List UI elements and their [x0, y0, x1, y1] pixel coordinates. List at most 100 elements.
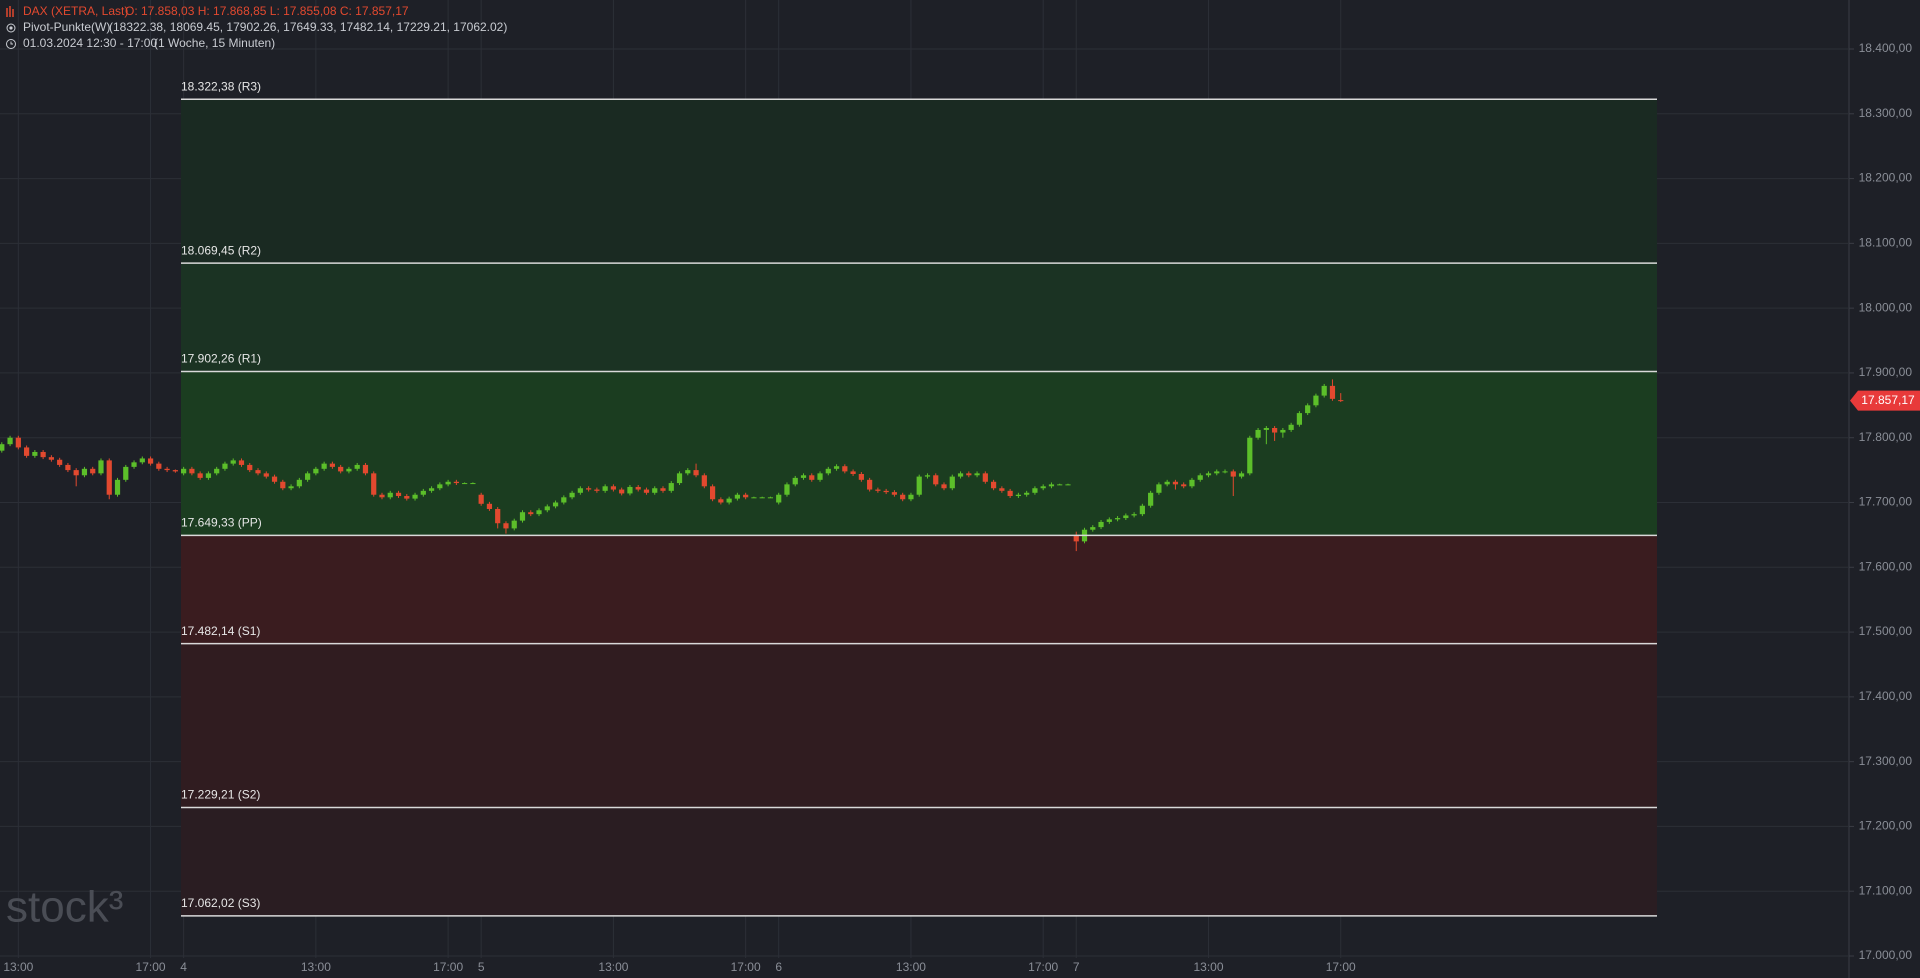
candle-body [81, 468, 88, 476]
pivot-zone [181, 643, 1657, 808]
indicator-icon [6, 23, 16, 33]
candle-body [693, 470, 699, 476]
candle-body [643, 489, 650, 493]
candle-body [743, 494, 749, 498]
pivot-zone [181, 371, 1657, 536]
candle-body [949, 476, 955, 489]
candle-body [222, 463, 228, 469]
candle-body [172, 470, 178, 472]
x-tick-label: 5 [478, 960, 485, 974]
candle-body [1032, 488, 1038, 493]
candle-body [957, 473, 964, 477]
candle-body [1222, 471, 1228, 473]
candle-body [941, 484, 947, 489]
x-tick-label: 17:00 [136, 960, 166, 974]
candle-body [924, 475, 931, 477]
candle-body [1329, 385, 1336, 399]
candle-body [1090, 527, 1096, 530]
candle-body [1065, 484, 1071, 486]
candle-body [784, 484, 790, 495]
candle-body [362, 464, 369, 474]
candle-body [280, 481, 286, 489]
candle-body [106, 460, 112, 495]
candle-body [701, 475, 707, 487]
candle-body [586, 488, 592, 490]
candle-body [751, 497, 757, 499]
candle-body [338, 466, 344, 472]
candle-body [453, 481, 459, 484]
candle-body [131, 462, 137, 467]
candle-body [445, 481, 451, 485]
candle-body [313, 468, 319, 474]
candle-body [23, 447, 30, 456]
candle-body [1280, 429, 1286, 433]
candle-body [908, 494, 914, 500]
candle-body [767, 497, 774, 499]
candle-body [891, 492, 898, 495]
y-tick-label: 17.100,00 [1859, 883, 1913, 897]
x-tick-label: 13:00 [1193, 960, 1223, 974]
candle-body [503, 523, 509, 529]
candle-body [354, 464, 360, 469]
candle-body [734, 494, 740, 499]
candle-body [511, 520, 517, 529]
last-price-tag [1850, 390, 1920, 411]
y-tick-label: 17.700,00 [1859, 495, 1913, 509]
candle-body [1230, 471, 1236, 477]
candle-body [470, 483, 476, 485]
candle-body [610, 486, 617, 490]
candle-body [1148, 492, 1154, 506]
x-tick-label: 17:00 [1028, 960, 1058, 974]
candle-body [321, 463, 327, 469]
candle-body [296, 479, 302, 487]
candle-body [1073, 534, 1079, 542]
candle-body [817, 473, 823, 480]
candle-body [652, 488, 658, 493]
candle-body [197, 473, 203, 478]
pivot-zones [181, 99, 1657, 916]
quote: O: 17.858,03 H: 17.868,85 L: 17.855,08 C… [125, 4, 409, 18]
y-tick-label: 17.400,00 [1859, 689, 1913, 703]
candle-body [1263, 427, 1269, 430]
candle-body [1048, 484, 1055, 487]
candle-body [40, 451, 46, 458]
x-tick-label: 6 [775, 960, 782, 974]
candle-body [420, 490, 426, 495]
labels: 17.000,00 17.100,00 17.200,00 17.300,00 17.4… [3, 41, 1920, 974]
candle-body [1156, 484, 1162, 493]
x-tick-label: 7 [1073, 960, 1080, 974]
candle-body [660, 488, 666, 491]
candle-body [668, 483, 674, 491]
candle-body [619, 489, 625, 494]
candle-body [602, 486, 608, 491]
candle-body [412, 494, 418, 499]
candle-body [867, 479, 873, 490]
y-tick-label: 17.500,00 [1859, 624, 1913, 638]
candle-body [685, 470, 691, 474]
candle-body [800, 475, 807, 478]
candle-body [181, 468, 187, 474]
candle-body [478, 494, 484, 504]
indicator-values: (18322.38, 18069.45, 17902.26, 17649.33,… [109, 20, 507, 34]
pivot-zone [181, 99, 1657, 264]
candle-body [0, 444, 5, 451]
candle-body [1164, 481, 1170, 485]
y-tick-label: 17.200,00 [1859, 819, 1913, 833]
candle-body [123, 466, 129, 480]
y-tick-label: 18.200,00 [1859, 171, 1913, 185]
candle-body [1181, 484, 1187, 487]
candle-body [1214, 471, 1220, 474]
candle-body [428, 488, 435, 491]
y-tick-label: 18.400,00 [1859, 41, 1913, 55]
candle-body [379, 494, 385, 498]
candle-body [776, 494, 782, 503]
candle-body [875, 489, 881, 491]
candle-body [114, 479, 121, 495]
watermark: stock³ [6, 883, 123, 932]
candle-body [536, 510, 542, 515]
candle-body [1189, 479, 1195, 487]
pivot-label: 17.649,33 (PP) [181, 515, 262, 529]
candle-body [759, 497, 765, 499]
candle-body [164, 468, 170, 471]
